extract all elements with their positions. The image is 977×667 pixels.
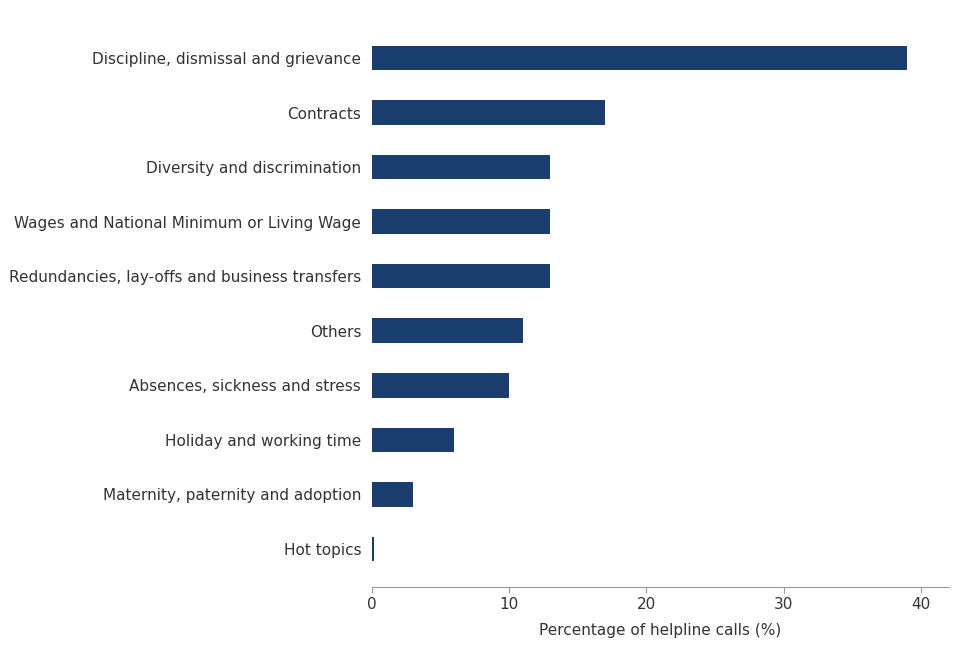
Bar — [371, 428, 453, 452]
Bar — [371, 155, 550, 179]
Bar — [371, 46, 907, 70]
Bar — [371, 209, 550, 234]
X-axis label: Percentage of helpline calls (%): Percentage of helpline calls (%) — [538, 624, 781, 638]
Bar — [371, 373, 508, 398]
Bar — [371, 482, 412, 507]
Bar — [371, 537, 373, 561]
Bar — [371, 264, 550, 289]
Bar — [371, 318, 523, 343]
Bar — [371, 100, 605, 125]
